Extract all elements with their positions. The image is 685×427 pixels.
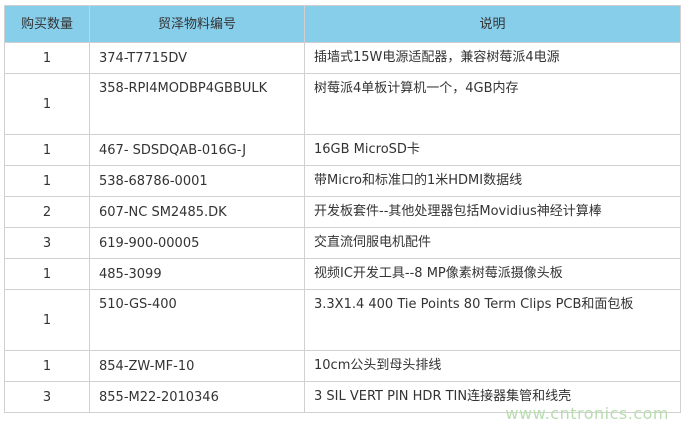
qty-cell: 1 [4, 289, 90, 351]
qty-cell: 2 [4, 196, 90, 228]
table-row: 1 358-RPI4MODBP4GBBULK 树莓派4单板计算机一个，4GB内存 [4, 73, 681, 135]
part-number-cell: 607-NC SM2485.DK [89, 196, 305, 228]
watermark: www.cntronics.com [505, 404, 669, 423]
part-number-cell: 485-3099 [89, 258, 305, 290]
part-number-cell: 374-T7715DV [89, 42, 305, 74]
part-number-cell: 619-900-00005 [89, 227, 305, 259]
table-row: 2 607-NC SM2485.DK 开发板套件--其他处理器包括Movidius神… [4, 196, 681, 228]
qty-cell: 1 [4, 350, 90, 382]
description-cell: 3.3X1.4 400 Tie Points 80 Term Clips PCB… [304, 289, 681, 351]
table-row: 1 467- SDSDQAB-016G-J 16GB MicroSD卡 [4, 134, 681, 166]
part-number-cell: 510-GS-400 [89, 289, 305, 351]
qty-cell: 1 [4, 165, 90, 197]
table-row: 1 538-68786-0001 带Micro和标准口的1米HDMI数据线 [4, 165, 681, 197]
part-number-cell: 538-68786-0001 [89, 165, 305, 197]
header-row: 购买数量 贸泽物料编号 说明 [4, 5, 681, 43]
header-qty: 购买数量 [4, 5, 90, 43]
part-number-cell: 358-RPI4MODBP4GBBULK [89, 73, 305, 135]
description-cell: 10cm公头到母头排线 [304, 350, 681, 382]
qty-cell: 3 [4, 381, 90, 413]
part-number-cell: 855-M22-2010346 [89, 381, 305, 413]
table-row: 1 485-3099 视频IC开发工具--8 MP像素树莓派摄像头板 [4, 258, 681, 290]
description-cell: 插墙式15W电源适配器，兼容树莓派4电源 [304, 42, 681, 74]
qty-cell: 1 [4, 134, 90, 166]
header-desc: 说明 [304, 5, 681, 43]
parts-table: 购买数量 贸泽物料编号 说明 1 374-T7715DV 插墙式15W电源适配器，兼… [4, 5, 681, 413]
table-row: 1 510-GS-400 3.3X1.4 400 Tie Points 80 Ter… [4, 289, 681, 351]
qty-cell: 1 [4, 258, 90, 290]
description-cell: 3 SIL VERT PIN HDR TIN连接器集管和线壳 [304, 381, 681, 413]
header-part: 贸泽物料编号 [89, 5, 305, 43]
description-cell: 16GB MicroSD卡 [304, 134, 681, 166]
qty-cell: 1 [4, 73, 90, 135]
description-cell: 视频IC开发工具--8 MP像素树莓派摄像头板 [304, 258, 681, 290]
part-number-cell: 467- SDSDQAB-016G-J [89, 134, 305, 166]
description-cell: 树莓派4单板计算机一个，4GB内存 [304, 73, 681, 135]
table-row: 3 855-M22-2010346 3 SIL VERT PIN HDR TIN连接… [4, 381, 681, 413]
table-row: 1 374-T7715DV 插墙式15W电源适配器，兼容树莓派4电源 [4, 42, 681, 74]
part-number-cell: 854-ZW-MF-10 [89, 350, 305, 382]
description-cell: 开发板套件--其他处理器包括Movidius神经计算棒 [304, 196, 681, 228]
description-cell: 交直流伺服电机配件 [304, 227, 681, 259]
qty-cell: 3 [4, 227, 90, 259]
description-cell: 带Micro和标准口的1米HDMI数据线 [304, 165, 681, 197]
qty-cell: 1 [4, 42, 90, 74]
table-row: 1 854-ZW-MF-10 10cm公头到母头排线 [4, 350, 681, 382]
table-row: 3 619-900-00005 交直流伺服电机配件 [4, 227, 681, 259]
